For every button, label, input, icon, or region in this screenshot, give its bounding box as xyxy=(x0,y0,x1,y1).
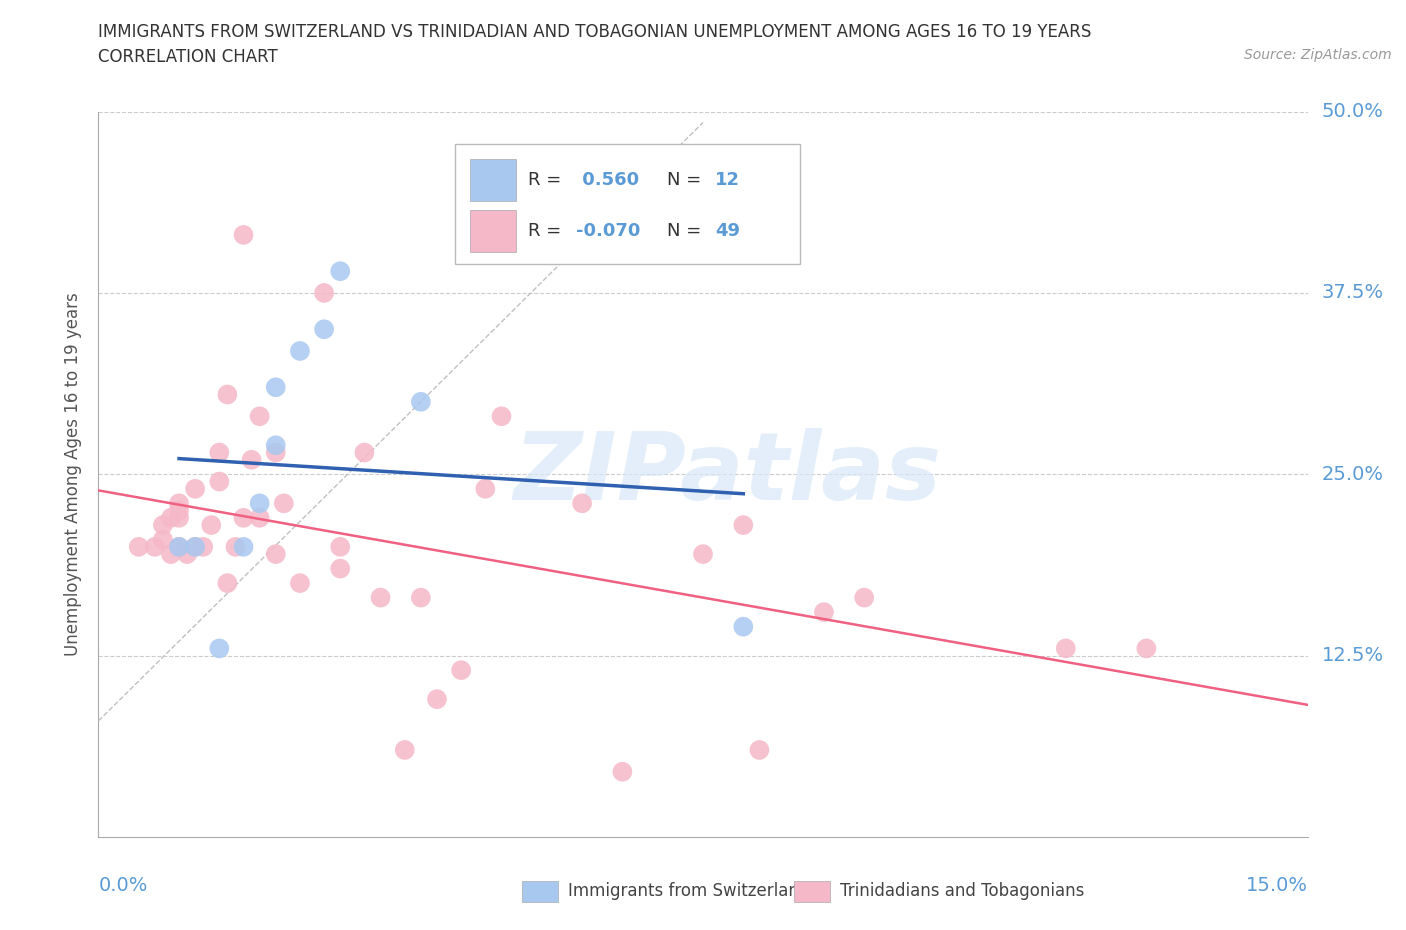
Point xyxy=(329,539,352,554)
Text: 25.0%: 25.0% xyxy=(1322,465,1384,484)
Point xyxy=(314,286,336,300)
Point xyxy=(853,591,876,605)
Point xyxy=(264,445,287,460)
Point xyxy=(288,576,311,591)
Bar xyxy=(793,881,830,902)
Point xyxy=(394,742,416,757)
Text: IMMIGRANTS FROM SWITZERLAND VS TRINIDADIAN AND TOBAGONIAN UNEMPLOYMENT AMONG AGE: IMMIGRANTS FROM SWITZERLAND VS TRINIDADI… xyxy=(98,23,1092,41)
Point xyxy=(167,539,190,554)
Text: 12.5%: 12.5% xyxy=(1322,646,1384,665)
Point xyxy=(748,742,770,757)
Point xyxy=(426,692,449,707)
Point xyxy=(692,547,714,562)
Text: R =: R = xyxy=(527,171,567,189)
Point xyxy=(249,511,271,525)
Text: 49: 49 xyxy=(716,221,740,240)
Point xyxy=(409,591,432,605)
Point xyxy=(232,228,254,243)
Point xyxy=(353,445,375,460)
Point xyxy=(314,322,336,337)
Text: Immigrants from Switzerland: Immigrants from Switzerland xyxy=(568,883,808,900)
Point xyxy=(167,511,190,525)
Bar xyxy=(470,209,516,252)
Point xyxy=(160,511,183,525)
Text: CORRELATION CHART: CORRELATION CHART xyxy=(98,48,278,66)
Point xyxy=(474,482,496,497)
Point xyxy=(329,561,352,576)
Text: -0.070: -0.070 xyxy=(576,221,640,240)
Point xyxy=(232,539,254,554)
Point xyxy=(193,539,215,554)
Point xyxy=(200,518,222,533)
Point xyxy=(1135,641,1157,656)
Point xyxy=(232,511,254,525)
Point xyxy=(733,518,755,533)
Point xyxy=(184,482,207,497)
Point xyxy=(217,387,239,402)
Text: 0.0%: 0.0% xyxy=(98,876,148,895)
Point xyxy=(612,764,634,779)
Point xyxy=(571,496,593,511)
Point xyxy=(370,591,392,605)
Text: 12: 12 xyxy=(716,171,740,189)
Point xyxy=(249,409,271,424)
Point xyxy=(264,438,287,453)
Point xyxy=(409,394,432,409)
Point xyxy=(167,539,190,554)
Text: Source: ZipAtlas.com: Source: ZipAtlas.com xyxy=(1244,48,1392,62)
Bar xyxy=(470,159,516,201)
Point xyxy=(217,576,239,591)
Point xyxy=(450,663,472,678)
Point xyxy=(813,604,835,619)
Point xyxy=(264,379,287,394)
Text: ZIPatlas: ZIPatlas xyxy=(513,429,941,520)
Point xyxy=(249,496,271,511)
Bar xyxy=(522,881,558,902)
Point xyxy=(152,518,174,533)
Point xyxy=(208,445,231,460)
Point xyxy=(240,452,263,467)
Point xyxy=(208,641,231,656)
Text: R =: R = xyxy=(527,221,567,240)
Point xyxy=(128,539,150,554)
Point xyxy=(264,547,287,562)
Point xyxy=(143,539,166,554)
Text: 15.0%: 15.0% xyxy=(1246,876,1308,895)
Point xyxy=(273,496,295,511)
Point xyxy=(152,532,174,547)
Point xyxy=(224,539,246,554)
Point xyxy=(1054,641,1077,656)
Text: N =: N = xyxy=(666,221,707,240)
Point xyxy=(167,503,190,518)
Point xyxy=(329,264,352,279)
Point xyxy=(160,547,183,562)
Point xyxy=(288,343,311,358)
Point xyxy=(733,619,755,634)
Text: N =: N = xyxy=(666,171,707,189)
Point xyxy=(176,547,198,562)
Text: 37.5%: 37.5% xyxy=(1322,284,1384,302)
Point xyxy=(184,539,207,554)
Text: 0.560: 0.560 xyxy=(576,171,640,189)
Point xyxy=(167,496,190,511)
Text: Trinidadians and Tobagonians: Trinidadians and Tobagonians xyxy=(839,883,1084,900)
Point xyxy=(491,409,513,424)
Point xyxy=(208,474,231,489)
Text: 50.0%: 50.0% xyxy=(1322,102,1384,121)
Point xyxy=(184,539,207,554)
FancyBboxPatch shape xyxy=(456,144,800,264)
Y-axis label: Unemployment Among Ages 16 to 19 years: Unemployment Among Ages 16 to 19 years xyxy=(63,292,82,657)
